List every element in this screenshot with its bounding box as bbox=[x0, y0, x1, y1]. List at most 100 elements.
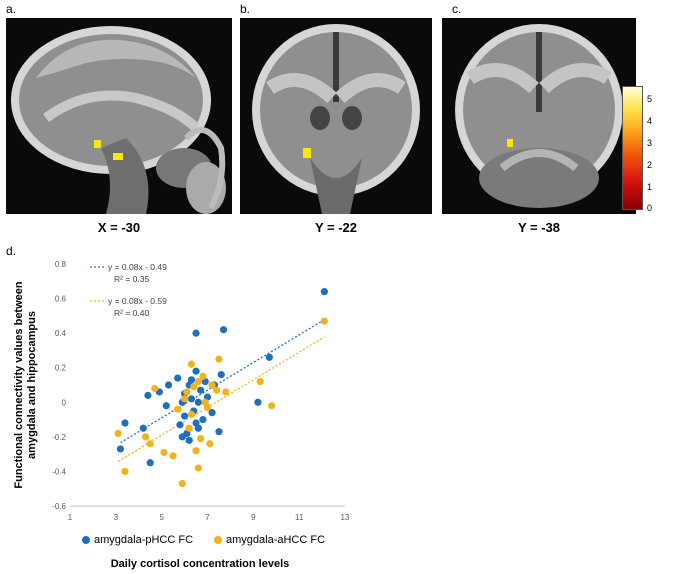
activation-cluster bbox=[303, 148, 311, 158]
data-point-ahcc bbox=[160, 448, 168, 457]
trendline-phcc bbox=[120, 319, 325, 444]
y-axis-label: Functional connectivity values between bbox=[13, 281, 25, 488]
data-point-phcc bbox=[197, 386, 205, 394]
colorbar-tick: 0 bbox=[647, 203, 653, 213]
data-point-phcc bbox=[254, 398, 262, 406]
data-point-ahcc bbox=[178, 479, 186, 488]
y-tick-label: 0.2 bbox=[55, 364, 67, 373]
colorbar-tick: 5 bbox=[647, 94, 653, 104]
scatter-chart: 1 3 5 7 9 11 13-0.6-0.4-0.200.20.40.60.8Functi… bbox=[13, 260, 350, 522]
panel-label-b: b. bbox=[240, 2, 251, 16]
slice-coordinate-c: Y = -38 bbox=[517, 220, 561, 235]
data-point-phcc bbox=[139, 424, 147, 432]
data-point-phcc bbox=[162, 402, 170, 410]
y-axis-label: amygdala and hippocampus bbox=[26, 311, 38, 459]
data-point-ahcc bbox=[213, 386, 221, 394]
data-point-ahcc bbox=[114, 429, 122, 437]
data-point-phcc bbox=[192, 329, 200, 337]
r-squared-ahcc: R² = 0.40 bbox=[114, 308, 149, 318]
mri-sagittal-slice bbox=[6, 18, 232, 214]
data-point-phcc bbox=[199, 415, 207, 424]
y-tick-label: 0.6 bbox=[55, 295, 67, 304]
x-tick-label: 13 bbox=[341, 513, 350, 522]
data-point-phcc bbox=[219, 326, 228, 334]
legend-item-ahcc: amygdala-aHCC FC bbox=[214, 534, 325, 546]
x-tick-label: 3 bbox=[114, 513, 119, 522]
r-squared-phcc: R² = 0.35 bbox=[114, 274, 149, 284]
y-tick-label: 0.8 bbox=[55, 260, 67, 269]
data-point-ahcc bbox=[194, 464, 202, 472]
data-point-ahcc bbox=[197, 434, 205, 443]
data-point-phcc bbox=[194, 398, 202, 406]
data-point-phcc bbox=[116, 445, 125, 453]
mri-coronal-slice-2 bbox=[442, 18, 636, 214]
data-point-ahcc bbox=[268, 402, 276, 410]
data-point-ahcc bbox=[142, 433, 150, 441]
panel-label-d: d. bbox=[6, 244, 17, 258]
colorbar-tick: 3 bbox=[647, 138, 653, 148]
data-point-phcc bbox=[121, 419, 129, 427]
y-tick-label: -0.6 bbox=[52, 502, 66, 511]
activation-cluster bbox=[94, 140, 101, 148]
data-point-ahcc bbox=[192, 447, 200, 455]
y-tick-label: -0.2 bbox=[52, 433, 66, 442]
slice-coordinate-b: Y = -22 bbox=[314, 220, 358, 235]
data-point-phcc bbox=[215, 428, 223, 436]
data-point-ahcc bbox=[169, 452, 177, 460]
activation-cluster bbox=[113, 153, 123, 160]
data-point-ahcc bbox=[190, 383, 198, 391]
data-point-phcc bbox=[265, 353, 273, 361]
legend-item-phcc: amygdala-pHCC FC bbox=[82, 534, 193, 546]
data-point-ahcc bbox=[206, 440, 214, 448]
data-point-phcc bbox=[187, 376, 196, 384]
data-point-ahcc bbox=[185, 424, 193, 432]
y-tick-label: -0.4 bbox=[52, 467, 66, 476]
panel-label-a: a. bbox=[6, 2, 17, 16]
data-point-phcc bbox=[194, 424, 202, 432]
data-point-phcc bbox=[164, 381, 173, 389]
data-point-phcc bbox=[187, 395, 196, 403]
trend-equation-phcc: y = 0.08x - 0.49 bbox=[108, 262, 167, 272]
data-point-ahcc bbox=[183, 388, 191, 396]
data-point-phcc bbox=[180, 412, 189, 420]
data-point-ahcc bbox=[121, 467, 129, 476]
data-point-phcc bbox=[176, 421, 184, 429]
data-point-ahcc bbox=[180, 395, 189, 403]
data-point-ahcc bbox=[194, 377, 202, 386]
data-point-ahcc bbox=[199, 372, 207, 380]
legend-marker-ahcc bbox=[214, 536, 222, 544]
x-tick-label: 5 bbox=[159, 513, 164, 522]
x-tick-label: 1 bbox=[68, 513, 73, 522]
data-point-ahcc bbox=[146, 440, 154, 448]
colorbar-tick: 1 bbox=[647, 182, 653, 192]
data-point-ahcc bbox=[187, 360, 196, 368]
data-point-phcc bbox=[217, 371, 225, 379]
colorbar bbox=[622, 86, 643, 210]
data-point-ahcc bbox=[320, 317, 328, 325]
legend-marker-phcc bbox=[82, 536, 90, 544]
panel-label-c: c. bbox=[452, 2, 462, 16]
data-point-ahcc bbox=[174, 405, 182, 413]
y-tick-label: 0.4 bbox=[55, 329, 67, 338]
data-point-phcc bbox=[185, 436, 193, 444]
data-point-ahcc bbox=[151, 384, 159, 393]
data-point-ahcc bbox=[187, 410, 196, 418]
y-tick-label: 0 bbox=[62, 398, 67, 407]
legend-label-ahcc: amygdala-aHCC FC bbox=[226, 534, 326, 546]
data-point-ahcc bbox=[203, 403, 212, 412]
data-point-phcc bbox=[192, 367, 200, 375]
x-tick-label: 9 bbox=[251, 513, 256, 522]
slice-coordinate-a: X = -30 bbox=[97, 220, 141, 235]
data-point-phcc bbox=[320, 288, 328, 296]
x-tick-label: 11 bbox=[295, 513, 304, 522]
activation-cluster bbox=[507, 139, 513, 147]
data-point-phcc bbox=[208, 409, 216, 417]
x-axis-label: Daily cortisol concentration levels bbox=[110, 558, 290, 570]
data-point-ahcc bbox=[208, 381, 216, 389]
data-point-phcc bbox=[146, 459, 154, 467]
data-point-phcc bbox=[144, 391, 152, 399]
colorbar-tick: 4 bbox=[647, 116, 653, 126]
legend-label-phcc: amygdala-pHCC FC bbox=[94, 534, 194, 546]
trend-equation-ahcc: y = 0.08x - 0.59 bbox=[108, 296, 167, 306]
data-point-ahcc bbox=[222, 388, 230, 396]
